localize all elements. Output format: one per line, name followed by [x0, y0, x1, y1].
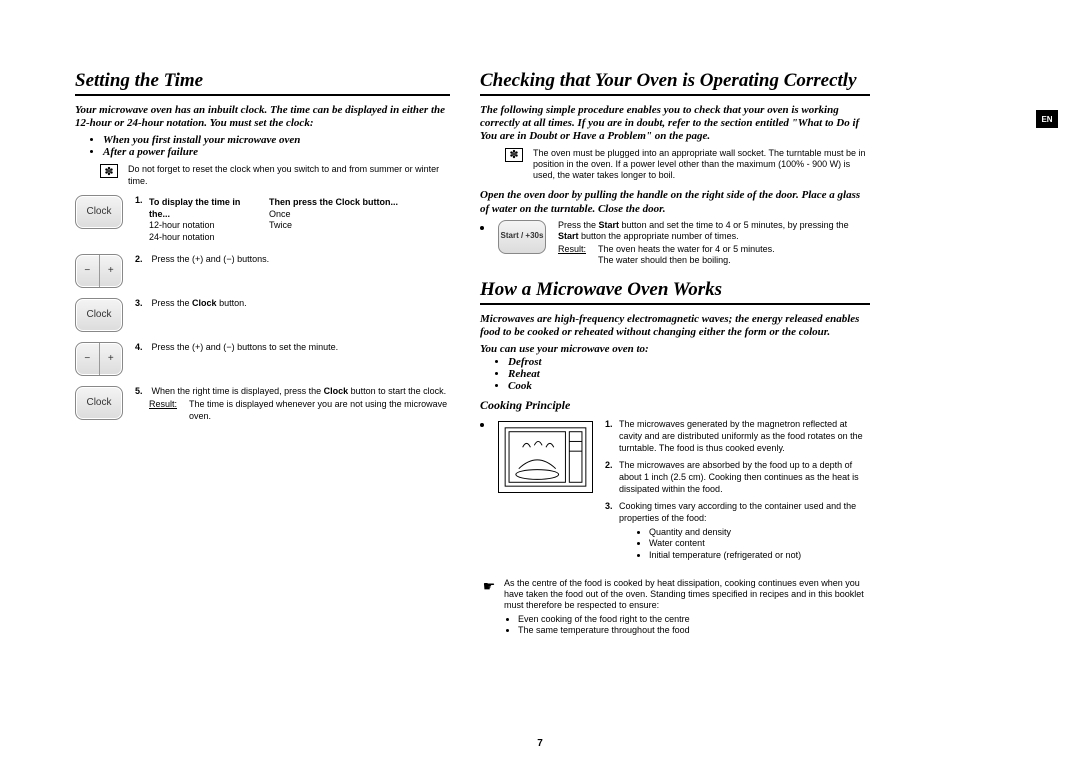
- step-number: 3.: [135, 298, 149, 310]
- page-content: Setting the Time Your microwave oven has…: [0, 0, 1080, 658]
- intro-text: Your microwave oven has an inbuilt clock…: [75, 104, 450, 130]
- pointer-icon: ☛: [480, 578, 498, 595]
- result-text: The water should then be boiling.: [598, 255, 775, 266]
- bullet-item: Quantity and density: [649, 527, 870, 539]
- step-number: 4.: [135, 342, 149, 354]
- bullet-item: Defrost: [508, 356, 870, 368]
- step-body: 1. To display the time in the... 12-hour…: [135, 195, 450, 244]
- bullet-item: Cook: [508, 380, 870, 392]
- step-number: 2.: [135, 254, 149, 266]
- intro-text: Microwaves are high-frequency electromag…: [480, 313, 870, 339]
- start-step-text: Press the Start button and set the time …: [552, 220, 870, 267]
- bullet-item: The same temperature throughout the food: [518, 625, 870, 636]
- result-text: The time is displayed whenever you are n…: [189, 399, 450, 422]
- section-title-time: Setting the Time: [75, 70, 450, 96]
- note-text: Do not forget to reset the clock when yo…: [128, 164, 450, 187]
- use-line: You can use your microwave oven to:: [480, 343, 870, 356]
- note-icon: ✽: [505, 148, 523, 162]
- bullet-item: After a power failure: [103, 146, 450, 158]
- cooking-principle-title: Cooking Principle: [480, 398, 870, 413]
- step-row-4: −+ 4. Press the (+) and (−) buttons to s…: [75, 342, 450, 376]
- inner-bullets: Quantity and density Water content Initi…: [619, 527, 870, 562]
- final-bullets: Even cooking of the food right to the ce…: [504, 614, 870, 637]
- microwave-illustration-icon: [498, 421, 593, 493]
- step-row-2: −+ 2. Press the (+) and (−) buttons.: [75, 254, 450, 288]
- bullet-item: Reheat: [508, 368, 870, 380]
- list-item: 1.The microwaves generated by the magnet…: [605, 419, 870, 454]
- section-title-how: How a Microwave Oven Works: [480, 279, 870, 305]
- table-head: To display the time in the...: [149, 197, 249, 220]
- bullet-item: When you first install your microwave ov…: [103, 134, 450, 146]
- plusminus-button-icon: −+: [75, 342, 123, 376]
- right-column: Checking that Your Oven is Operating Cor…: [480, 70, 870, 638]
- note-row: ✽ Do not forget to reset the clock when …: [75, 164, 450, 187]
- clock-button-icon: Clock: [75, 298, 123, 332]
- clock-button-icon: Clock: [75, 195, 123, 229]
- final-text: As the centre of the food is cooked by h…: [504, 578, 864, 611]
- final-note-row: ☛ As the centre of the food is cooked by…: [480, 578, 870, 638]
- table-head: Then press the Clock button...: [269, 197, 398, 209]
- step-row-1: Clock 1. To display the time in the... 1…: [75, 195, 450, 244]
- table-cell: 12-hour notation: [149, 220, 249, 232]
- step-number: 5.: [135, 386, 149, 398]
- clock-button-icon: Clock: [75, 386, 123, 420]
- bullet-dot-icon: [480, 423, 484, 427]
- result-text: The oven heats the water for 4 or 5 minu…: [598, 244, 775, 255]
- start-button-icon: Start / +30s: [498, 220, 546, 254]
- open-door-text: Open the oven door by pulling the handle…: [480, 189, 870, 215]
- step-body: 4. Press the (+) and (−) buttons to set …: [135, 342, 450, 354]
- step-body: 3. Press the Clock button.: [135, 298, 450, 310]
- note-text: The oven must be plugged into an appropr…: [533, 148, 870, 182]
- result-label: Result:: [558, 244, 598, 267]
- bullet-dot-icon: [480, 226, 484, 230]
- cooking-principle-row: 1.The microwaves generated by the magnet…: [480, 417, 870, 572]
- start-step-row: Start / +30s Press the Start button and …: [480, 220, 870, 267]
- bullet-item: Initial temperature (refrigerated or not…: [649, 550, 870, 562]
- numbered-list: 1.The microwaves generated by the magnet…: [605, 419, 870, 570]
- steps-list: Clock 1. To display the time in the... 1…: [75, 195, 450, 423]
- step-row-5: Clock 5. When the right time is displaye…: [75, 386, 450, 423]
- list-item: 3. Cooking times vary according to the c…: [605, 501, 870, 563]
- language-tab: EN: [1036, 110, 1058, 128]
- bullet-item: Water content: [649, 538, 870, 550]
- step-row-3: Clock 3. Press the Clock button.: [75, 298, 450, 332]
- page-number: 7: [0, 738, 1080, 749]
- step-body: 5. When the right time is displayed, pre…: [135, 386, 450, 423]
- intro-text: The following simple procedure enables y…: [480, 104, 870, 144]
- note-icon: ✽: [100, 164, 118, 178]
- left-column: Setting the Time Your microwave oven has…: [75, 70, 450, 638]
- note-row: ✽ The oven must be plugged into an appro…: [480, 148, 870, 182]
- plusminus-button-icon: −+: [75, 254, 123, 288]
- bullet-item: Even cooking of the food right to the ce…: [518, 614, 870, 625]
- uses-list: Defrost Reheat Cook: [480, 356, 870, 392]
- result-label: Result:: [149, 399, 189, 422]
- table-cell: Once: [269, 209, 398, 221]
- step-body: 2. Press the (+) and (−) buttons.: [135, 254, 450, 266]
- table-cell: Twice: [269, 220, 398, 232]
- section-title-check: Checking that Your Oven is Operating Cor…: [480, 70, 870, 96]
- table-cell: 24-hour notation: [149, 232, 249, 244]
- intro-bullets: When you first install your microwave ov…: [75, 134, 450, 158]
- list-item: 2.The microwaves are absorbed by the foo…: [605, 460, 870, 495]
- step-number: 1.: [135, 195, 149, 244]
